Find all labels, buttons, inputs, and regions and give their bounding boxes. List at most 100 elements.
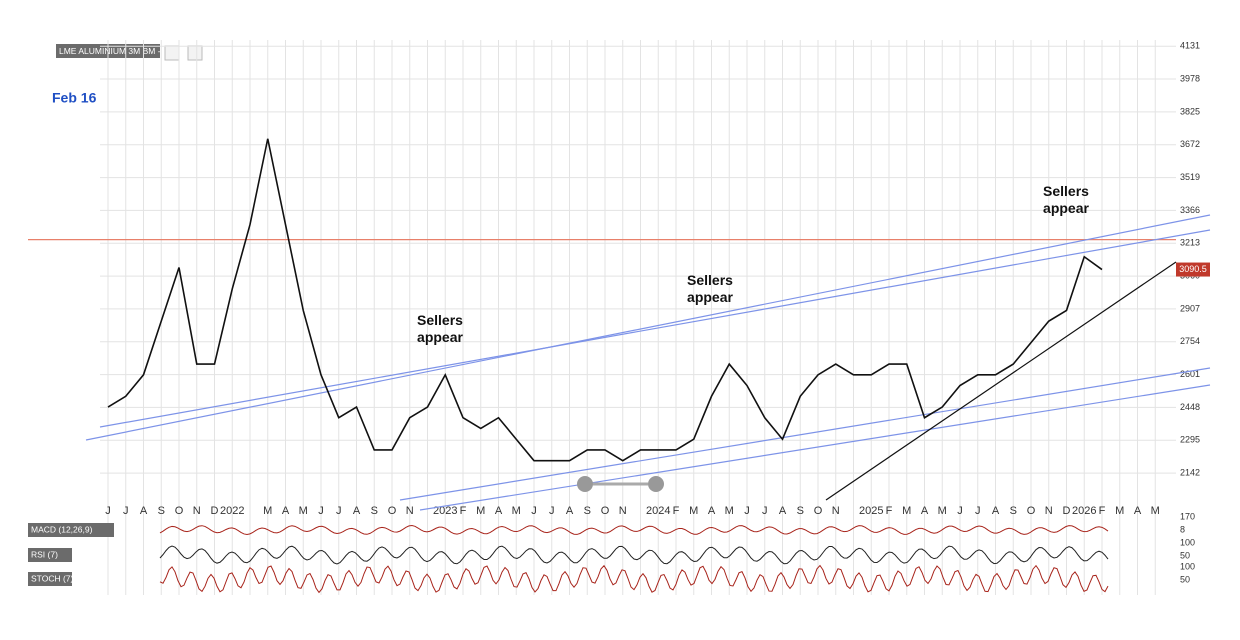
x-tick-label: F	[460, 505, 467, 517]
y-tick-label: 2295	[1180, 435, 1200, 445]
x-tick-label: O	[601, 505, 610, 517]
x-tick-label: 2026	[1072, 505, 1096, 517]
indicator-line	[159, 564, 1109, 594]
indicator-line	[159, 545, 1109, 565]
x-tick-label: D	[211, 505, 219, 517]
x-tick-label: N	[193, 505, 201, 517]
x-tick-label: J	[549, 505, 555, 517]
x-tick-label: M	[902, 505, 911, 517]
x-tick-label: 2025	[859, 505, 883, 517]
grid	[100, 40, 1176, 595]
y-tick-label: 3213	[1180, 238, 1200, 248]
pane-label-box	[28, 523, 114, 537]
x-tick-label: J	[975, 505, 981, 517]
x-tick-label: M	[263, 505, 272, 517]
pane-tick-label: 170	[1180, 511, 1195, 521]
x-tick-label: O	[388, 505, 397, 517]
x-tick-label: N	[1045, 505, 1053, 517]
x-tick-label: M	[689, 505, 698, 517]
x-tick-label: A	[353, 505, 361, 517]
x-tick-label: A	[921, 505, 929, 517]
zoom-out[interactable]	[577, 476, 593, 492]
y-tick-label: 4131	[1180, 41, 1200, 51]
y-tick-label: 2601	[1180, 369, 1200, 379]
price-line	[107, 138, 1103, 462]
x-tick-label: M	[725, 505, 734, 517]
y-tick-label: 2907	[1180, 303, 1200, 313]
x-tick-label: A	[282, 505, 290, 517]
date-label: Feb 16	[52, 90, 97, 106]
trend-channel	[85, 214, 1211, 441]
x-tick-label: N	[619, 505, 627, 517]
pane-label: RSI (7)	[31, 549, 58, 559]
x-tick-label: F	[1099, 505, 1106, 517]
x-tick-label: O	[175, 505, 184, 517]
trend-channel	[99, 229, 1211, 428]
pane-tick-label: 50	[1180, 550, 1190, 560]
x-tick-label: M	[1115, 505, 1124, 517]
x-tick-label: M	[299, 505, 308, 517]
pane-tick-label: 50	[1180, 574, 1190, 584]
pane-label-box	[28, 572, 72, 586]
pane-label: STOCH (7)	[31, 573, 74, 583]
x-tick-label: S	[797, 505, 804, 517]
zoom-in[interactable]	[648, 476, 664, 492]
x-tick-label: O	[814, 505, 823, 517]
annotation: Sellers appear	[417, 312, 463, 345]
x-tick-label: M	[938, 505, 947, 517]
y-tick-label: 2448	[1180, 402, 1200, 412]
pane-tick-label: 100	[1180, 537, 1195, 547]
x-tick-label: S	[584, 505, 591, 517]
x-tick-label: A	[566, 505, 574, 517]
x-tick-label: J	[531, 505, 537, 517]
annotation: Sellers appear	[687, 272, 733, 305]
x-tick-label: S	[371, 505, 378, 517]
pane-label: MACD (12,26,9)	[31, 524, 93, 534]
x-tick-label: F	[886, 505, 893, 517]
trend-channel	[419, 384, 1211, 511]
x-tick-label: S	[158, 505, 165, 517]
x-tick-label: A	[992, 505, 1000, 517]
x-tick-label: J	[318, 505, 324, 517]
x-tick-label: J	[762, 505, 768, 517]
price-tag-label: 3090.5	[1179, 264, 1207, 274]
y-tick-label: 3366	[1180, 205, 1200, 215]
trend-channel	[399, 367, 1211, 501]
y-tick-label: 3978	[1180, 73, 1200, 83]
x-tick-label: A	[1134, 505, 1142, 517]
y-tick-label: 2754	[1180, 336, 1200, 346]
y-tick-label: 3519	[1180, 172, 1200, 182]
x-tick-label: 2024	[646, 505, 670, 517]
pane-tick-label: 8	[1180, 524, 1185, 534]
x-tick-label: N	[406, 505, 414, 517]
x-tick-label: J	[105, 505, 111, 517]
move-button[interactable]	[187, 45, 203, 61]
x-tick-label: M	[1151, 505, 1160, 517]
y-tick-label: 3672	[1180, 139, 1200, 149]
chart-title: LME ALUMINIUM 3M BM - DAILY	[59, 46, 187, 56]
x-tick-label: A	[779, 505, 787, 517]
x-tick-label: M	[512, 505, 521, 517]
x-tick-label: D	[1063, 505, 1071, 517]
price-tag	[1176, 262, 1210, 277]
x-tick-label: O	[1027, 505, 1036, 517]
trend-line	[825, 261, 1177, 501]
x-tick-label: A	[708, 505, 716, 517]
pane-label-box	[28, 548, 72, 562]
x-tick-label: J	[336, 505, 342, 517]
x-tick-label: A	[495, 505, 503, 517]
x-tick-label: F	[673, 505, 680, 517]
expand-button[interactable]	[164, 45, 180, 61]
x-tick-label: J	[957, 505, 963, 517]
x-tick-label: A	[140, 505, 148, 517]
y-tick-label: 2142	[1180, 467, 1200, 477]
x-tick-label: M	[476, 505, 485, 517]
x-tick-label: 2022	[220, 505, 244, 517]
y-tick-label: 3825	[1180, 106, 1200, 116]
x-tick-label: 2023	[433, 505, 457, 517]
x-tick-label: S	[1010, 505, 1017, 517]
x-tick-label: J	[744, 505, 750, 517]
x-tick-label: N	[832, 505, 840, 517]
